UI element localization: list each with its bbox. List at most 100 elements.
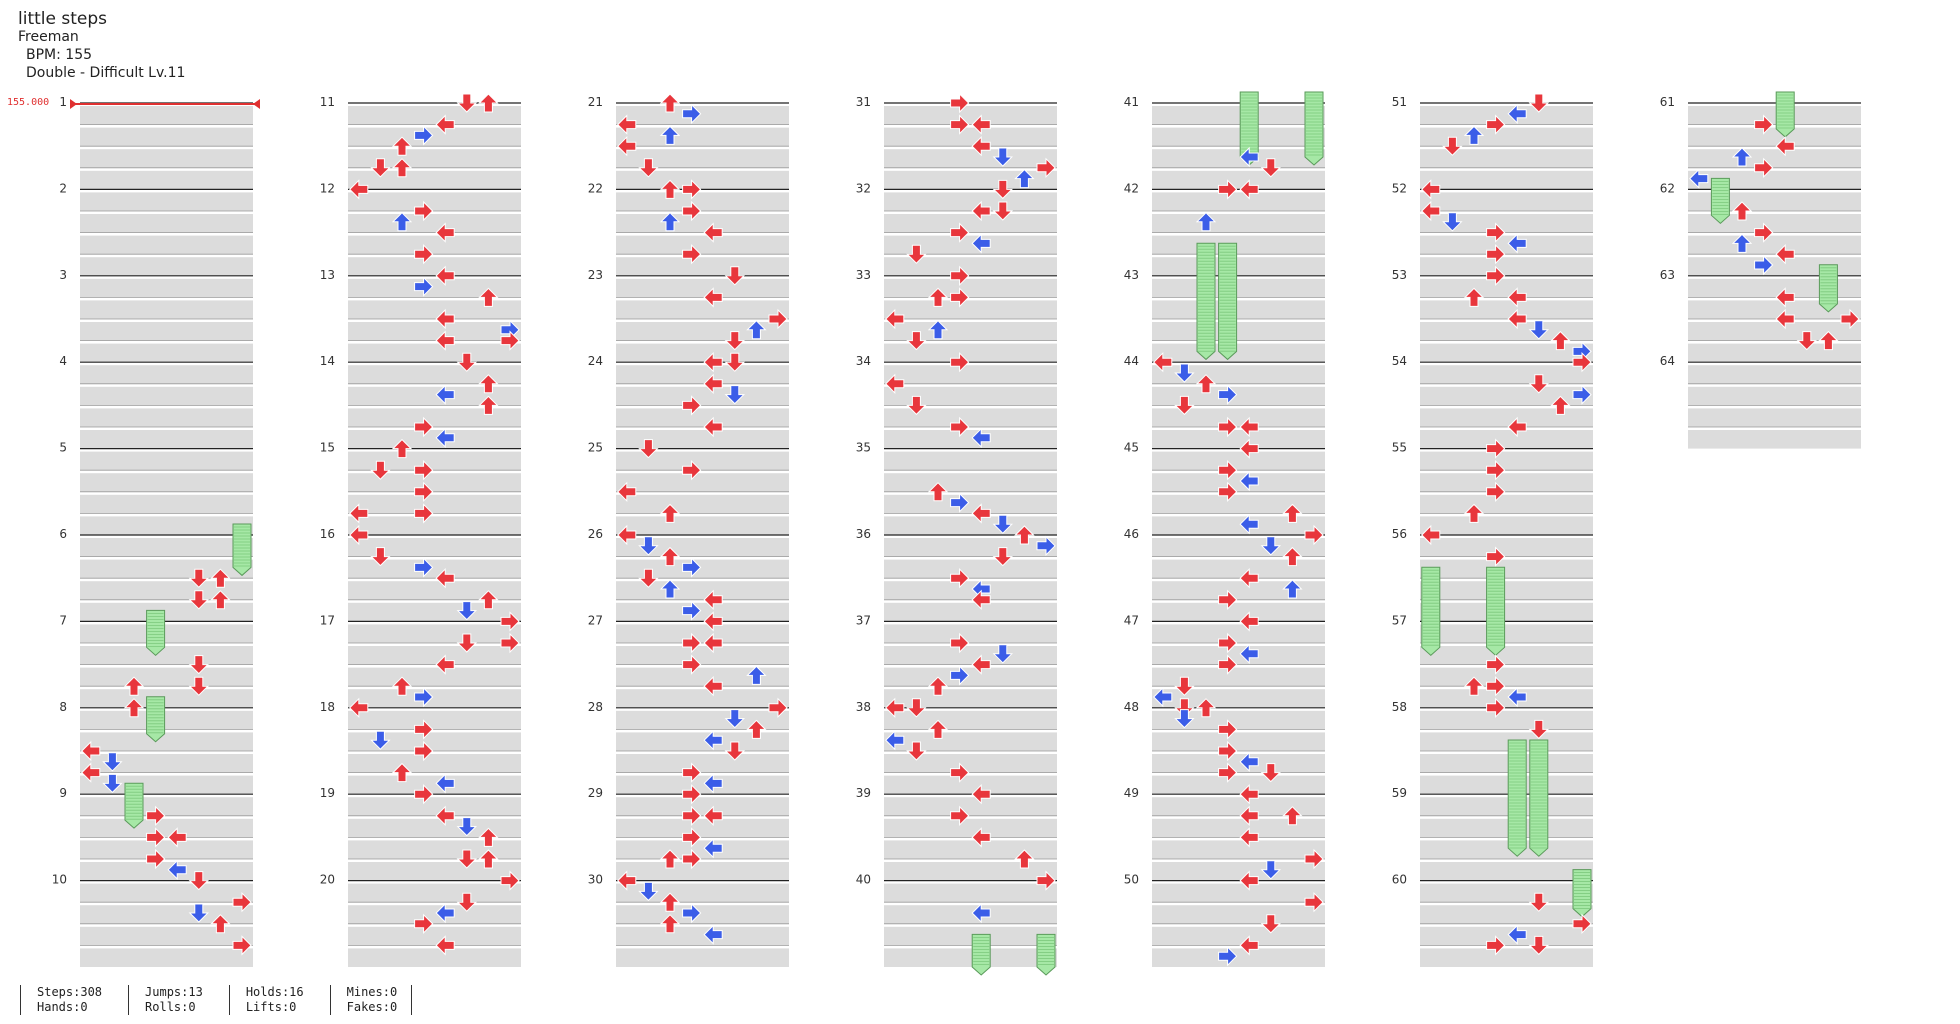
arrow-note-red <box>1463 287 1485 307</box>
beat-band <box>616 343 789 363</box>
arrow-note-blue <box>1260 536 1282 556</box>
beat-band <box>1420 797 1593 816</box>
beat-band <box>348 516 521 535</box>
arrow-note-blue <box>1239 751 1259 773</box>
arrow-note-red <box>950 567 970 589</box>
beat-band <box>616 408 789 427</box>
arrow-note-red <box>1260 914 1282 934</box>
beat-band <box>1152 732 1325 751</box>
arrow-note-red <box>478 849 499 869</box>
arrow-note-red <box>1218 762 1238 783</box>
beat-band <box>80 905 253 924</box>
arrow-note-red <box>1282 546 1303 567</box>
arrow-note-red <box>188 655 210 675</box>
arrow-note-blue <box>1463 125 1485 145</box>
measure-block: 34 <box>856 354 1057 449</box>
arrow-note-blue <box>1239 513 1259 535</box>
beat-band <box>884 408 1057 427</box>
measure-number: 42 <box>1124 181 1139 195</box>
arrow-note-red <box>370 460 391 480</box>
arrow-note-red <box>617 481 637 503</box>
beat-band <box>348 905 521 924</box>
beat-band <box>1420 646 1593 665</box>
beat-band <box>884 667 1057 687</box>
arrow-note-blue <box>1731 233 1753 253</box>
beat-band <box>80 127 253 147</box>
beat-band <box>80 559 253 579</box>
measure-block: 46 <box>1124 527 1325 622</box>
arrow-note-red <box>1754 222 1774 243</box>
measure-number: 27 <box>588 613 603 627</box>
beat-band <box>348 689 521 708</box>
measure-number: 47 <box>1124 613 1139 627</box>
arrow-note-red <box>992 547 1014 567</box>
beat-band <box>616 732 789 751</box>
song-difficulty: Double - Difficult Lv.11 <box>26 65 186 81</box>
measure-block: 40 <box>856 873 1057 967</box>
beat-band <box>348 667 521 687</box>
beat-band <box>348 559 521 579</box>
beat-band <box>616 451 789 471</box>
measure-number: 9 <box>59 786 67 800</box>
arrow-note-red <box>971 503 991 524</box>
arrow-note-red <box>414 243 434 265</box>
arrow-note-red <box>617 870 637 891</box>
beat-band <box>1152 602 1325 622</box>
beat-band <box>1152 624 1325 643</box>
measure-block: 26 <box>588 527 789 622</box>
arrow-note-red <box>927 482 949 502</box>
song-info-header: little steps Freeman BPM: 155 Double - D… <box>18 10 185 82</box>
arrow-note-red <box>188 568 210 588</box>
stat-mines: Mines:0 <box>346 985 398 999</box>
arrow-note-red <box>971 135 991 157</box>
arrow-note-red <box>724 352 746 372</box>
beat-band <box>1152 257 1325 276</box>
hold-note <box>1218 242 1238 361</box>
measure-block: 25 <box>588 441 789 535</box>
arrow-note-red <box>1507 416 1527 438</box>
beat-band <box>348 797 521 816</box>
measure-number: 18 <box>320 700 335 714</box>
beat-band <box>80 538 253 557</box>
beat-band <box>884 192 1057 211</box>
arrow-note-red <box>456 892 478 912</box>
beat-band <box>616 386 789 406</box>
measure-number: 4 <box>59 354 67 368</box>
measure-number: 23 <box>588 268 603 282</box>
arrow-note-blue <box>1507 233 1527 254</box>
arrow-note-red <box>1421 179 1441 200</box>
measure-block: 63 <box>1660 268 1861 363</box>
arrow-note-blue <box>1218 945 1238 967</box>
arrow-note-blue <box>992 644 1014 664</box>
beat-band <box>1152 818 1325 838</box>
beat-band <box>1152 775 1325 795</box>
beat-band <box>80 192 253 211</box>
measure-block: 58 <box>1392 700 1593 795</box>
measure-block: 64 <box>1660 354 1861 449</box>
arrow-note-red <box>1486 697 1506 719</box>
arrow-note-red <box>971 200 991 222</box>
arrow-note-red <box>1218 481 1238 503</box>
beat-band <box>616 473 789 492</box>
measure-number: 19 <box>320 786 335 800</box>
arrow-note-blue <box>188 903 210 923</box>
song-bpm: BPM: 155 <box>26 47 93 63</box>
hold-note <box>1196 242 1216 361</box>
arrow-note-red <box>435 114 455 135</box>
beat-band <box>80 408 253 427</box>
arrow-note-red <box>1775 287 1795 308</box>
beat-band <box>616 516 789 535</box>
stat-hands: Hands:0 <box>37 1000 88 1014</box>
beat-band <box>1152 192 1325 211</box>
arrow-note-red <box>617 114 637 135</box>
measure-number: 2 <box>59 181 67 195</box>
beat-band <box>616 106 789 125</box>
measure-number: 45 <box>1124 441 1139 455</box>
arrow-note-red <box>1528 93 1550 113</box>
arrow-note-red <box>456 93 478 113</box>
arrow-note-red <box>414 481 434 503</box>
arrow-note-blue <box>1153 686 1173 708</box>
arrow-note-red <box>1796 331 1818 351</box>
beat-band <box>80 430 253 449</box>
arrow-note-red <box>1174 395 1195 416</box>
